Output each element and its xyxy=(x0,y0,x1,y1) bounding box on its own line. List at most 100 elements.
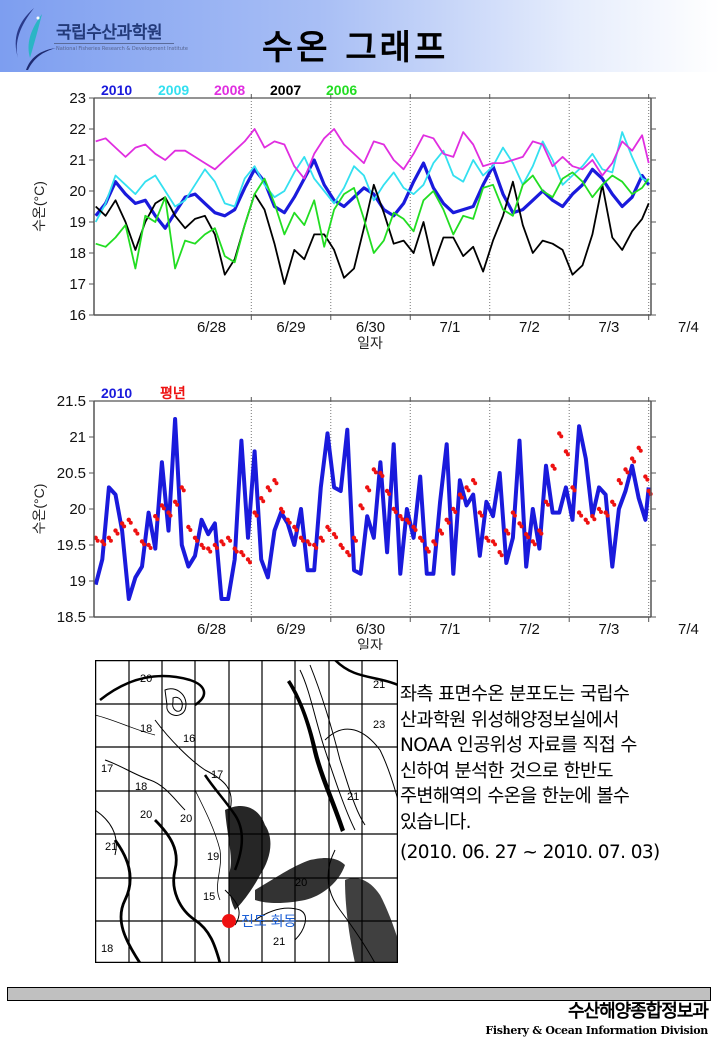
observation-period: (2010. 06. 27 ~ 2010. 07. 03) xyxy=(400,842,660,863)
data-point xyxy=(616,478,622,483)
data-point xyxy=(294,528,299,532)
y-tick-label: 23 xyxy=(69,90,86,107)
data-point xyxy=(139,539,145,544)
data-point xyxy=(119,521,125,526)
data-point xyxy=(102,542,107,547)
data-point xyxy=(411,524,416,530)
data-point xyxy=(179,485,184,490)
data-point xyxy=(583,517,588,522)
division-name-kr: 수산해양종합정보과 xyxy=(567,1001,709,1022)
y-tick-label: 18.5 xyxy=(57,609,86,626)
x-tick-label: 7/1 xyxy=(440,621,461,638)
contour-label: 23 xyxy=(373,719,385,731)
data-point xyxy=(95,538,100,543)
data-point xyxy=(135,531,140,536)
data-point xyxy=(625,470,630,475)
data-point xyxy=(334,535,339,540)
y-tick-label: 20.5 xyxy=(57,465,86,482)
data-point xyxy=(530,539,535,544)
data-point xyxy=(636,445,641,450)
data-point xyxy=(228,538,233,543)
data-point xyxy=(590,514,595,519)
data-point xyxy=(623,467,628,472)
data-point xyxy=(159,503,165,508)
data-point xyxy=(128,520,133,525)
data-point xyxy=(192,535,198,540)
data-point xyxy=(331,532,337,537)
data-point xyxy=(380,474,385,478)
data-point xyxy=(431,539,436,544)
data-point xyxy=(212,542,218,548)
data-point xyxy=(358,503,363,508)
data-point xyxy=(208,549,213,554)
header-banner: 국립수산과학원 National Fisheries Research & De… xyxy=(0,0,720,72)
data-point xyxy=(570,485,575,490)
contour-label: 18 xyxy=(135,781,147,793)
data-point xyxy=(506,531,511,536)
fish-logo-icon xyxy=(15,8,56,70)
page-title: 수온 그래프 xyxy=(262,28,449,68)
y-axis-label: 수온(°C) xyxy=(31,484,47,535)
data-point xyxy=(384,488,390,494)
data-point xyxy=(108,538,113,543)
data-point xyxy=(353,538,358,543)
logo-name-kr: 국립수산과학원 xyxy=(56,23,162,43)
data-point xyxy=(199,542,204,548)
data-point xyxy=(453,510,458,514)
contour-label: 20 xyxy=(180,813,192,825)
data-point xyxy=(195,538,200,543)
data-point xyxy=(221,542,226,547)
data-point xyxy=(133,528,138,533)
data-point xyxy=(420,538,425,543)
y-tick-label: 21 xyxy=(69,429,86,446)
data-point xyxy=(106,535,112,540)
contour-label: 18 xyxy=(140,723,152,735)
contour-label: 16 xyxy=(183,733,195,745)
y-tick-label: 17 xyxy=(69,276,86,293)
station-label: 진도 회동 xyxy=(241,913,297,929)
x-axis-label: 일자 xyxy=(357,637,383,650)
data-point xyxy=(340,546,345,550)
contour-label: 20 xyxy=(140,809,152,821)
data-point xyxy=(292,524,297,530)
data-point xyxy=(557,431,562,436)
y-tick-label: 20 xyxy=(69,501,86,518)
data-point xyxy=(493,542,498,547)
data-point xyxy=(371,467,377,472)
data-point xyxy=(519,524,524,529)
data-point xyxy=(327,528,332,532)
data-point xyxy=(360,506,365,511)
data-point xyxy=(479,513,484,518)
data-point xyxy=(168,513,173,518)
data-point xyxy=(148,546,153,550)
data-point xyxy=(592,517,597,522)
data-point xyxy=(451,506,456,512)
water-temp-chart-2010-vs-normal: 18.5 19 19.5 20 20.5 21 21.5 6/28 6/29 6/30 7/1 7/2… xyxy=(31,385,699,650)
data-point xyxy=(391,506,396,512)
data-point xyxy=(610,499,615,504)
y-tick-label: 21.5 xyxy=(57,393,86,410)
series-line-2009 xyxy=(94,131,650,223)
data-point xyxy=(214,546,219,550)
contour-label: 17 xyxy=(101,763,113,775)
data-point xyxy=(234,549,239,554)
contour-label: 15 xyxy=(203,891,215,903)
legend-label-2007: 2007 xyxy=(270,82,301,98)
data-point xyxy=(433,542,438,547)
y-tick-label: 18 xyxy=(69,245,86,262)
data-point xyxy=(281,510,286,514)
description-line: NOAA 인공위성 자료를 직접 수 xyxy=(400,735,637,756)
data-point xyxy=(307,542,312,547)
data-point xyxy=(440,531,445,536)
data-point xyxy=(645,477,650,482)
data-point xyxy=(100,539,105,544)
data-point xyxy=(643,474,648,479)
data-point xyxy=(477,510,482,515)
data-point xyxy=(499,553,504,558)
data-point xyxy=(406,520,411,525)
x-tick-label: 6/30 xyxy=(356,319,385,336)
data-point xyxy=(387,492,392,496)
data-point xyxy=(523,532,529,537)
institute-logo: 국립수산과학원 National Fisheries Research & De… xyxy=(4,4,188,70)
x-tick-label: 6/28 xyxy=(197,319,226,336)
